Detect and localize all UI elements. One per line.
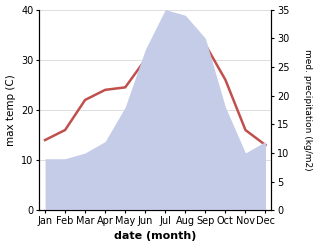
Y-axis label: max temp (C): max temp (C) <box>5 74 16 146</box>
X-axis label: date (month): date (month) <box>114 231 197 242</box>
Y-axis label: med. precipitation (kg/m2): med. precipitation (kg/m2) <box>303 49 313 171</box>
